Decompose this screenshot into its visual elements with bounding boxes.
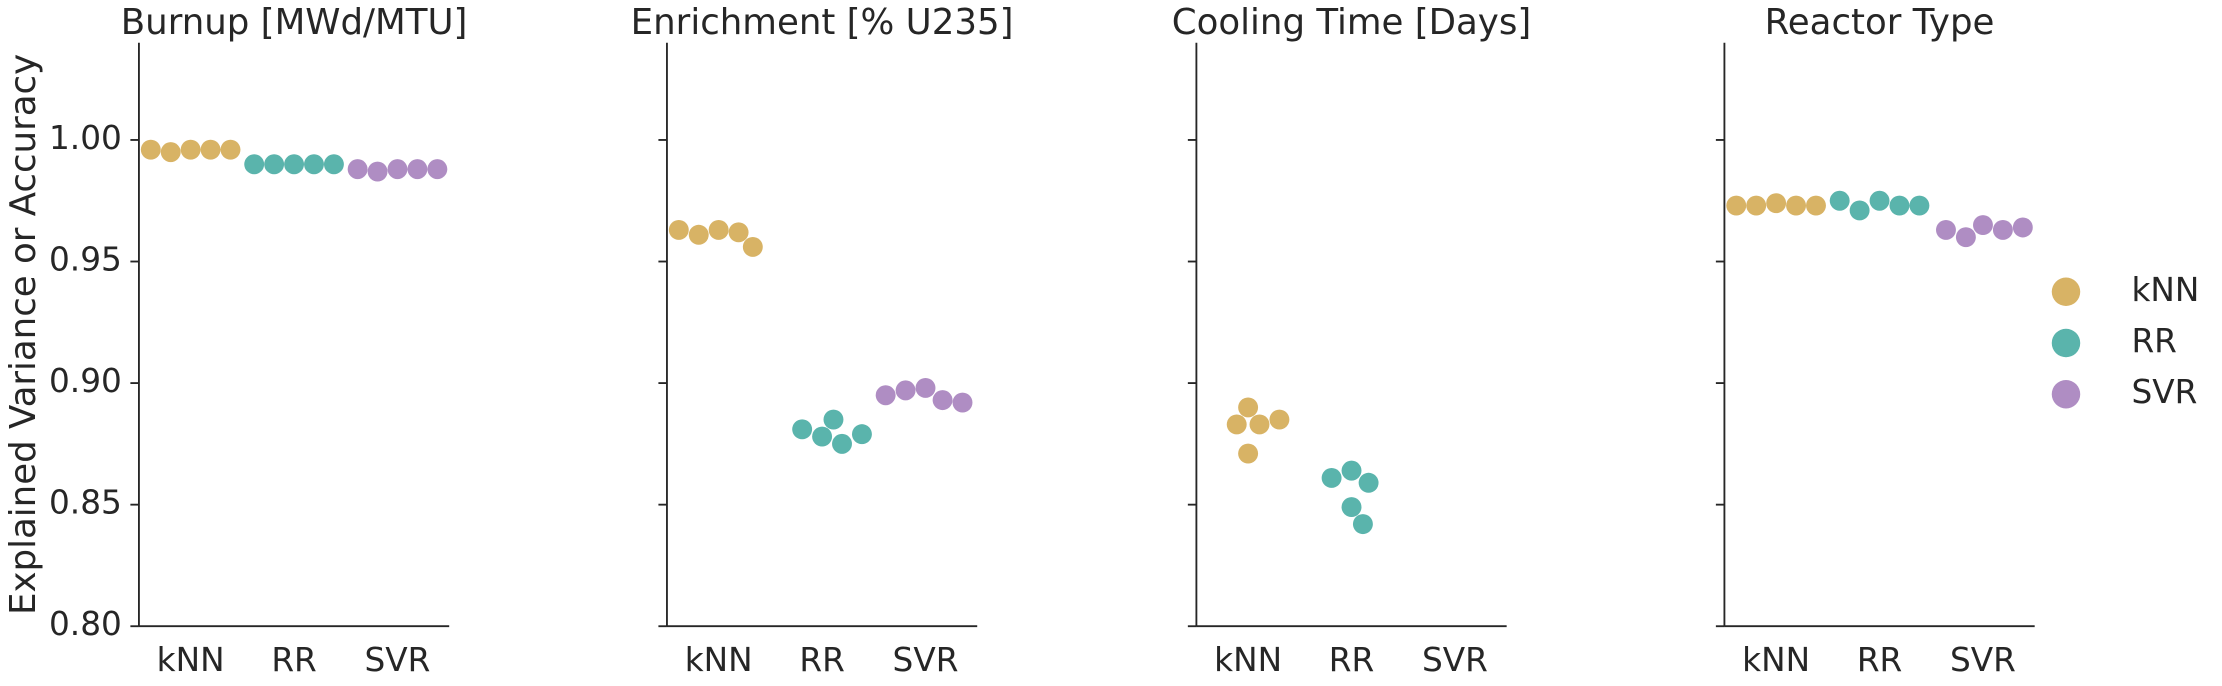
point [160, 142, 181, 163]
point [832, 433, 852, 454]
point [688, 224, 709, 245]
point [1786, 195, 1807, 216]
y-tick-label: 0.85 [49, 484, 122, 522]
x-tick-label: RR [1329, 641, 1374, 679]
panel-title: Cooling Time [Days] [1172, 2, 1532, 43]
point [244, 154, 265, 175]
legend-label: SVR [2131, 373, 2197, 411]
point [1849, 200, 1870, 221]
point [1829, 190, 1850, 211]
point [895, 380, 916, 401]
point [851, 424, 872, 445]
x-tick-label: RR [1857, 641, 1902, 679]
point [427, 159, 448, 180]
point [347, 159, 368, 180]
x-tick-label: SVR [1950, 641, 2016, 679]
point [875, 385, 896, 406]
panel-title: Enrichment [% U235] [631, 2, 1014, 43]
point [1746, 195, 1767, 216]
point [728, 222, 749, 243]
x-tick-label: kNN [1214, 641, 1282, 679]
point [180, 139, 201, 160]
point [1269, 409, 1290, 430]
point [1226, 414, 1247, 435]
x-tick-label: RR [799, 641, 844, 679]
y-axis-label: Explained Variance or Accuracy [3, 54, 44, 615]
point [1955, 227, 1976, 248]
point [200, 139, 221, 160]
y-tick-label: 1.00 [49, 119, 122, 157]
x-tick-label: RR [271, 641, 316, 679]
point [220, 139, 241, 160]
point [367, 161, 388, 182]
point [1909, 195, 1930, 216]
point [915, 377, 936, 398]
point [140, 139, 161, 160]
point [1341, 497, 1362, 518]
point [1869, 190, 1890, 211]
point [1766, 193, 1787, 214]
legend-label: RR [2131, 322, 2176, 360]
point [1341, 460, 1362, 481]
point [323, 154, 344, 175]
point [264, 154, 285, 175]
y-tick-label: 0.90 [49, 362, 122, 400]
point [1806, 195, 1826, 216]
point [1321, 467, 1342, 488]
point [1726, 195, 1747, 216]
legend-marker [2051, 277, 2081, 306]
y-tick-label: 0.95 [49, 241, 122, 279]
point [304, 154, 324, 175]
point [1992, 219, 2013, 240]
point [1889, 195, 1910, 216]
point [387, 159, 408, 180]
panel-title: Burnup [MWd/MTU] [121, 2, 468, 43]
x-tick-label: SVR [365, 641, 431, 679]
point [1238, 443, 1259, 464]
point [1936, 219, 1956, 240]
x-tick-label: SVR [893, 641, 959, 679]
point [2012, 217, 2033, 238]
legend-label: kNN [2131, 271, 2199, 309]
point [932, 390, 953, 411]
point [1358, 472, 1379, 493]
x-tick-label: kNN [1742, 641, 1810, 679]
point [708, 219, 729, 240]
point [952, 392, 973, 413]
point [1973, 215, 1993, 236]
x-tick-label: kNN [157, 641, 225, 679]
x-tick-label: kNN [685, 641, 753, 679]
point [407, 159, 428, 180]
point [1249, 414, 1270, 435]
legend-marker [2051, 328, 2081, 358]
point [792, 419, 813, 440]
point [812, 426, 833, 447]
y-tick-label: 0.80 [49, 605, 122, 643]
panel-title: Reactor Type [1765, 2, 1995, 43]
point [284, 154, 305, 175]
point [1352, 514, 1373, 535]
legend-marker [2051, 380, 2081, 409]
x-tick-label: SVR [1422, 641, 1488, 679]
point [823, 409, 844, 430]
point [1238, 397, 1259, 418]
point [742, 236, 763, 257]
point [668, 219, 689, 240]
